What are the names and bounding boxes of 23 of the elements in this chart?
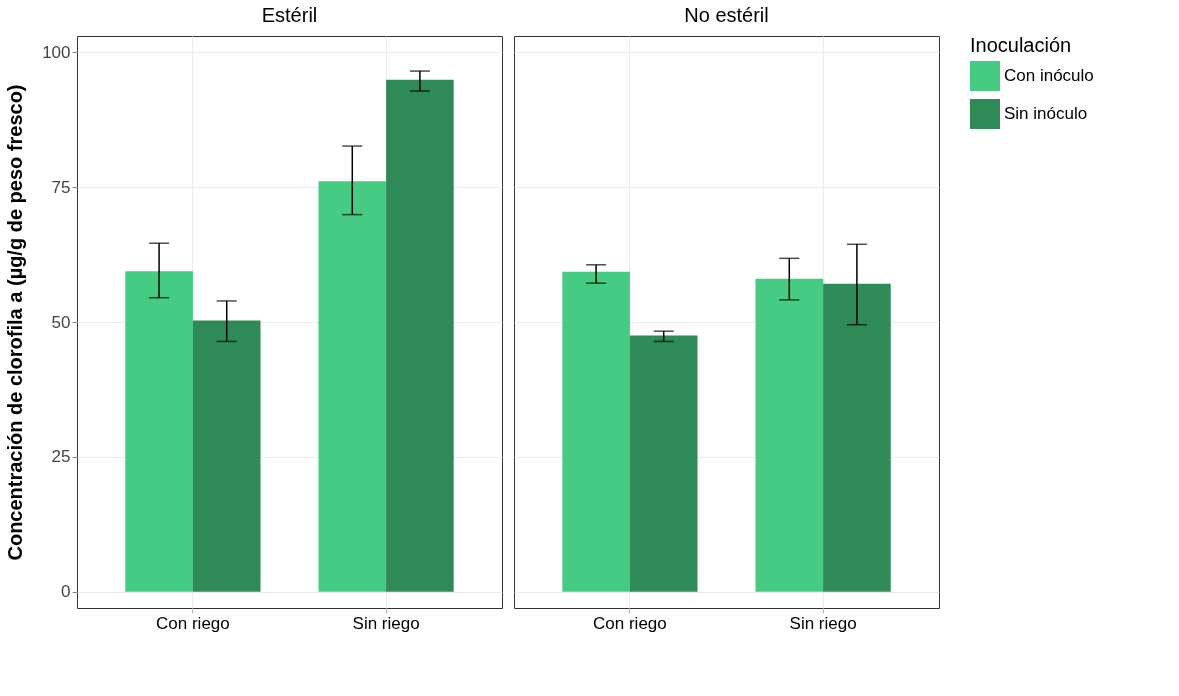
legend-label: Sin inóculo — [1004, 104, 1088, 123]
y-tick-label: 50 — [51, 312, 71, 332]
y-tick-label: 100 — [42, 42, 71, 62]
chart-title: Estéril — [261, 4, 318, 26]
bar — [192, 320, 261, 592]
chart-title: No estéril — [684, 4, 769, 26]
bar — [823, 283, 891, 592]
y-tick-label: 0 — [61, 582, 71, 602]
x-tick-label: Con riego — [593, 613, 667, 633]
bar — [755, 278, 824, 592]
y-tick-label: 75 — [51, 177, 71, 197]
y-tick-label: 25 — [51, 447, 71, 467]
bar — [318, 181, 387, 592]
legend-title: Inoculación — [970, 34, 1072, 56]
bar — [125, 271, 193, 592]
x-tick-label: Sin riego — [789, 613, 857, 633]
x-tick-label: Con riego — [156, 613, 230, 633]
y-axis-title: Concentración de clorofila a (µg/g de peso fresco) — [4, 84, 27, 561]
bar — [629, 335, 698, 592]
x-tick-label: Sin riego — [352, 613, 420, 633]
bar — [386, 79, 454, 592]
bar — [562, 271, 630, 592]
legend-label: Con inóculo — [1004, 66, 1094, 85]
